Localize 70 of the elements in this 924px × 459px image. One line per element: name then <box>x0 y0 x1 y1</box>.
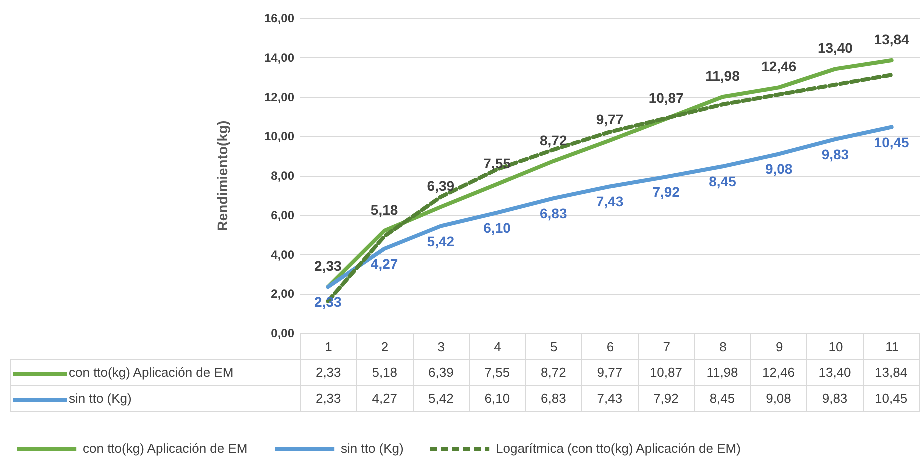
x-tick-label: 2 <box>381 340 389 354</box>
text: 10,87 <box>648 90 684 106</box>
legend-label: sin tto (Kg) <box>341 441 404 456</box>
text: sin tto (Kg) <box>69 391 132 406</box>
text: 10,45 <box>874 134 910 150</box>
data-label: 13,84 <box>863 360 920 386</box>
x-tick-label: 5 <box>550 340 558 354</box>
y-tick-label: 10,00 <box>264 130 295 144</box>
x-tick-label: 9 <box>776 340 784 354</box>
data-label: 9,08 <box>750 386 807 412</box>
text: 4,27 <box>370 256 398 272</box>
text: 13,84 <box>874 32 910 48</box>
data-label: 11,98 <box>694 360 751 386</box>
text: 9,77 <box>596 112 624 128</box>
text: 7,43 <box>596 194 624 210</box>
data-label: 7,55 <box>469 360 526 386</box>
data-label: 7,92 <box>638 386 694 412</box>
x-tick-label: 11 <box>886 340 900 354</box>
y-tick-label: 6,00 <box>271 208 295 222</box>
data-label: 9,83 <box>806 386 864 412</box>
data-label: 6,39 <box>413 360 470 386</box>
y-tick-label: 12,00 <box>264 90 295 104</box>
data-label: 12,46 <box>750 360 807 386</box>
text: 7,55 <box>484 155 511 172</box>
x-tick-label: 7 <box>663 340 670 354</box>
data-label: 2,33 <box>300 386 357 412</box>
data-label: 8,72 <box>526 360 582 386</box>
y-tick-label: 0,00 <box>271 326 295 340</box>
y-tick-label: 8,00 <box>271 169 295 183</box>
data-label: 4,27 <box>356 386 414 412</box>
legend-label: Logarítmica (con tto(kg) Aplicación de EM) <box>496 441 741 456</box>
text: 11,98 <box>706 68 740 84</box>
data-label: 13,40 <box>806 360 864 386</box>
x-tick-label: 4 <box>494 340 502 354</box>
legend-label: con tto(kg) Aplicación de EM <box>69 365 234 380</box>
y-tick-label: 16,00 <box>264 12 295 26</box>
text: 13,40 <box>818 40 853 56</box>
data-label: 5,18 <box>356 360 414 386</box>
y-tick-label: 14,00 <box>264 50 295 65</box>
data-label: 6,10 <box>469 386 526 412</box>
text: 7,92 <box>652 184 680 200</box>
text: 2,33 <box>314 294 342 310</box>
data-label: 9,77 <box>582 360 638 386</box>
x-tick-label: 6 <box>606 340 614 354</box>
text: 12,46 <box>762 58 797 75</box>
x-tick-label: 1 <box>325 340 332 354</box>
data-label: 7,43 <box>582 386 638 412</box>
text: 2,33 <box>314 258 342 274</box>
data-label: 2,33 <box>300 360 357 386</box>
y-tick-label: 4,00 <box>271 248 295 262</box>
data-label: 10,87 <box>638 360 694 386</box>
text: 6,83 <box>540 206 568 222</box>
text: 9,83 <box>822 146 850 162</box>
x-tick-label: 3 <box>438 340 446 354</box>
text: 5,18 <box>370 202 398 218</box>
text: 8,72 <box>540 132 568 148</box>
data-label: 8,45 <box>694 386 751 412</box>
data-label: 6,83 <box>526 386 582 412</box>
y-axis-title: Rendimiento(kg) <box>214 120 230 232</box>
text: 8,45 <box>709 174 736 190</box>
x-tick-label: 8 <box>720 340 727 354</box>
text: 6,10 <box>484 220 511 236</box>
text: 6,39 <box>427 178 455 194</box>
x-tick-label: 10 <box>828 340 844 354</box>
text: 9,08 <box>765 161 793 178</box>
y-tick-label: 2,00 <box>271 287 295 302</box>
data-label: 5,42 <box>413 386 470 412</box>
data-label: 10,45 <box>863 386 920 412</box>
text: 5,42 <box>427 233 455 250</box>
text: con tto(kg) Aplicación de EM <box>83 441 248 456</box>
